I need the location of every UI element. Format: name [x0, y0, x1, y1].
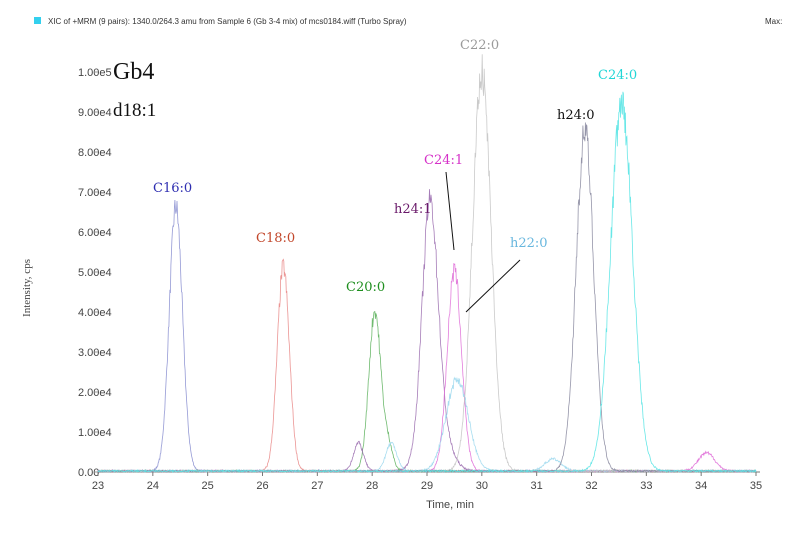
callout-line-h22-0 — [465, 259, 521, 313]
series-trace-h24-0 — [97, 122, 756, 473]
y-tick-label: 8.00e4 — [78, 147, 112, 159]
x-tick-label: 29 — [421, 480, 433, 492]
chart-header: XIC of +MRM (9 pairs): 1340.0/264.3 amu … — [48, 17, 407, 26]
series-trace-c16-0 — [97, 199, 757, 474]
x-tick-label: 28 — [366, 480, 378, 492]
series-trace-h24-1 — [97, 189, 757, 474]
y-axis-label: Intensity, cps — [21, 259, 33, 317]
series-traces — [97, 54, 757, 474]
series-trace-c18-0 — [97, 258, 757, 474]
legend-swatch-icon — [34, 17, 41, 24]
x-tick-label: 23 — [92, 480, 104, 492]
peak-label-c24-1: C24:1 — [424, 153, 463, 168]
y-tick-label: 9.00e4 — [78, 107, 112, 119]
x-tick-label: 31 — [531, 480, 543, 492]
x-tick-label: 24 — [147, 480, 159, 492]
peak-labels: C16:0 C18:0 C20:0 h24:1 C24:1 h22:0 C22:0 h24:0… — [153, 38, 637, 295]
series-trace-h22-0 — [97, 376, 757, 473]
peak-label-h24-1: h24:1 — [394, 202, 432, 217]
y-tick-label: 1.00e5 — [78, 67, 112, 79]
y-tick-label: 0.00 — [78, 467, 99, 479]
y-tick-label: 4.00e4 — [78, 307, 112, 319]
y-tick-label: 2.00e4 — [78, 387, 112, 399]
chart-header-max: Max: — [765, 17, 782, 26]
x-tick-label: 34 — [695, 480, 707, 492]
y-tick-label: 6.00e4 — [78, 227, 112, 239]
peak-label-c18-0: C18:0 — [256, 231, 295, 246]
y-tick-label: 3.00e4 — [78, 347, 112, 359]
x-axis-ticks: 23 24 25 26 27 28 29 30 31 32 33 34 35 — [92, 472, 762, 492]
x-tick-label: 26 — [256, 480, 268, 492]
callout-line-c24-1 — [445, 171, 455, 251]
peak-label-h24-0: h24:0 — [557, 108, 595, 123]
series-trace-c22-0 — [97, 54, 756, 473]
peak-label-c20-0: C20:0 — [346, 280, 385, 295]
x-tick-label: 30 — [476, 480, 488, 492]
y-axis-ticks: 0.00 1.00e4 2.00e4 3.00e4 4.00e4 5.00e4 6.00e4… — [78, 67, 112, 479]
chart-subtitle: d18:1 — [113, 100, 156, 121]
x-tick-label: 35 — [750, 480, 762, 492]
y-tick-label: 1.00e4 — [78, 427, 112, 439]
y-tick-label: 7.00e4 — [78, 187, 112, 199]
chart-title: Gb4 — [113, 59, 154, 85]
series-trace-c24-0 — [97, 91, 757, 473]
peak-label-c16-0: C16:0 — [153, 181, 192, 196]
y-tick-label: 5.00e4 — [78, 267, 112, 279]
x-tick-label: 27 — [311, 480, 323, 492]
peak-label-h22-0: h22:0 — [510, 236, 548, 251]
series-trace-c20-0 — [97, 311, 757, 474]
peak-label-c24-0: C24:0 — [598, 68, 637, 83]
series-trace-c24-1 — [97, 263, 757, 473]
x-axis-label: Time, min — [426, 499, 474, 511]
x-tick-label: 25 — [202, 480, 214, 492]
peak-label-c22-0: C22:0 — [460, 38, 499, 53]
x-tick-label: 33 — [640, 480, 652, 492]
x-tick-label: 32 — [585, 480, 597, 492]
